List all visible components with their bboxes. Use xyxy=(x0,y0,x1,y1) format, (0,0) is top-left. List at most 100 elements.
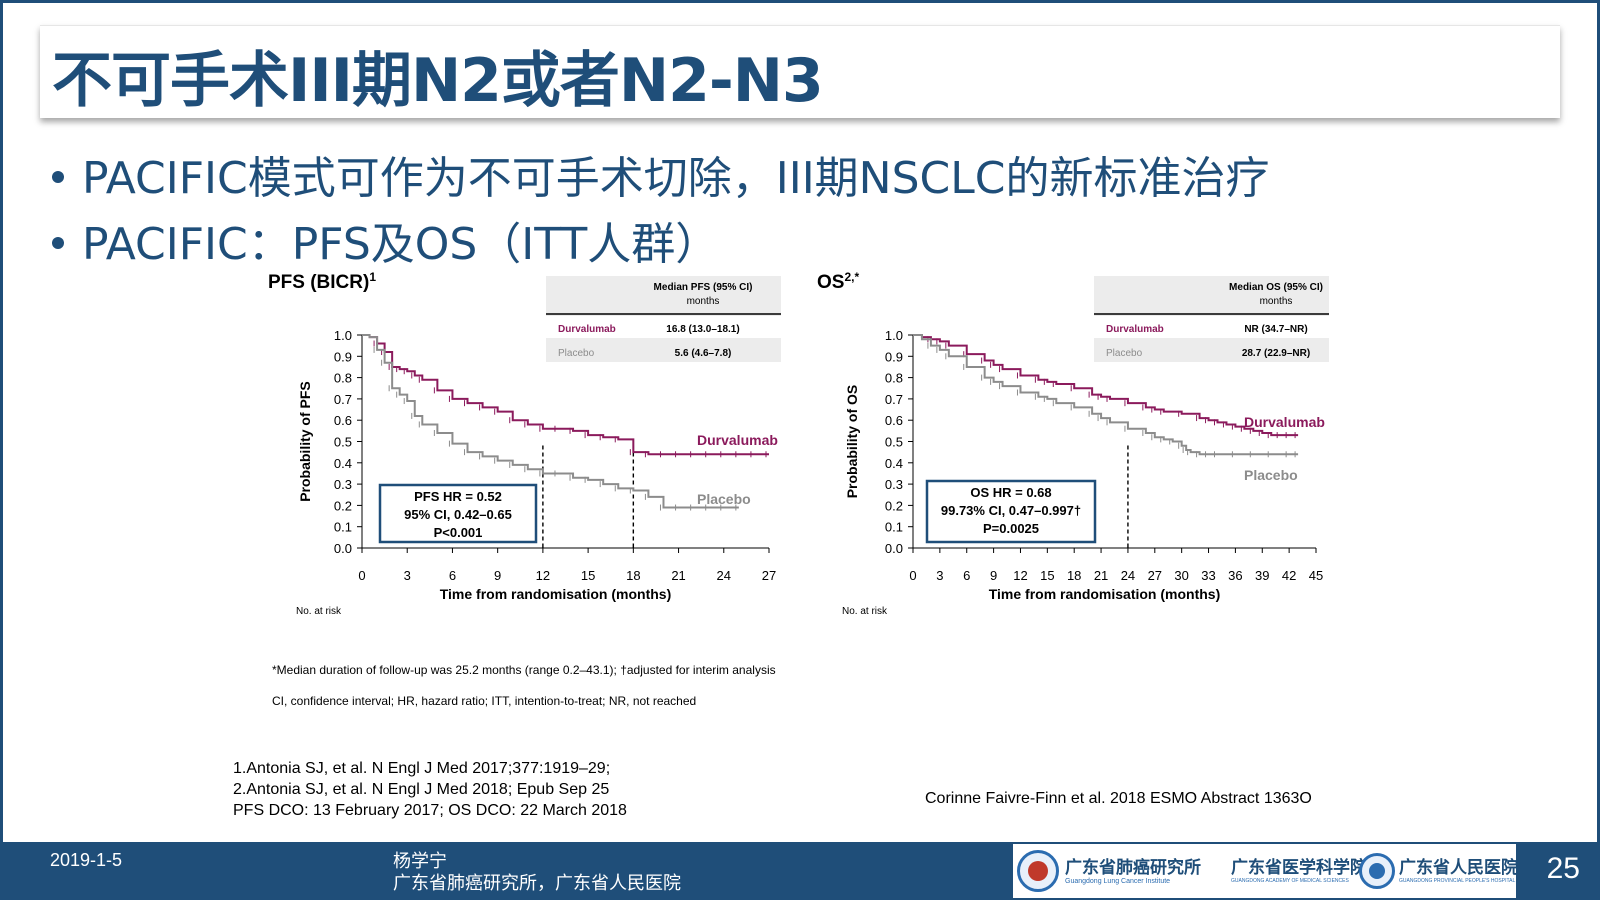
chart1-median-table-unit: months xyxy=(687,296,720,307)
chart2-y-tick-label: 0.7 xyxy=(885,392,903,407)
logo3-en: GUANGDONG PROVINCIAL PEOPLE'S HOSPITAL xyxy=(1399,878,1516,884)
chart2-y-tick-label: 0.8 xyxy=(885,371,903,386)
chart2-y-tick-label: 0.6 xyxy=(885,413,903,428)
footnote-abbreviations: CI, confidence interval; HR, hazard rati… xyxy=(272,694,697,708)
bullet-2-text: PACIFIC：PFS及OS（ITT人群） xyxy=(82,219,720,270)
chart1-y-tick-label: 0.8 xyxy=(334,371,352,386)
chart1-placebo-label: Placebo xyxy=(697,491,751,507)
author-name: 杨学宁 xyxy=(393,851,447,871)
chart2-y-tick-label: 0.9 xyxy=(885,349,903,364)
chart2-y-tick-label: 0.0 xyxy=(885,541,903,556)
chart2-y-tick-label: 0.3 xyxy=(885,477,903,492)
title-bar: 不可手术III期N2或者N2-N3 xyxy=(40,25,1560,118)
chart2-x-tick-label: 39 xyxy=(1255,568,1269,583)
chart2-median-table-value: 28.7 (22.9–NR) xyxy=(1242,348,1310,359)
chart1-median-table-arm: Placebo xyxy=(558,348,595,359)
page-number: 25 xyxy=(1546,852,1580,885)
chart1-y-tick-label: 0.6 xyxy=(334,413,352,428)
footer-author: 杨学宁 广东省肺癌研究所，广东省人民医院 xyxy=(393,850,681,894)
chart1-y-tick-label: 0.1 xyxy=(334,520,352,535)
chart2-x-tick-label: 6 xyxy=(963,568,970,583)
institution-logos: 广东省肺癌研究所 Guangdong Lung Cancer Institute… xyxy=(1013,844,1518,898)
km-charts: PFS (BICR)1 0.0 0.1 0.2 0.3 0.4 0.5 0.6 0.7 0.8 0.… xyxy=(268,270,1329,617)
chart2-x-axis-label: Time from randomisation (months) xyxy=(989,586,1221,602)
chart2-hr-box xyxy=(925,479,1097,544)
chart2-placebo-label: Placebo xyxy=(1244,467,1298,483)
chart1-durvalumab-curve xyxy=(362,334,769,456)
chart1-hr-box-line: PFS HR = 0.52 xyxy=(414,489,502,504)
bullet-2: PACIFIC：PFS及OS（ITT人群） xyxy=(52,208,719,272)
chart2-x-tick-label: 30 xyxy=(1174,568,1188,583)
references: 1.Antonia SJ, et al. N Engl J Med 2017;3… xyxy=(233,758,627,821)
bullet-dot-icon xyxy=(52,237,64,249)
chart2-at-risk-label: No. at risk xyxy=(842,606,888,617)
chart1-y-tick-label: 0.2 xyxy=(334,498,352,513)
chart1-x-axis-label: Time from randomisation (months) xyxy=(440,586,672,602)
chart2-x-tick-label: 9 xyxy=(990,568,997,583)
chart1-at-risk-label: No. at risk xyxy=(296,606,342,617)
chart1-y-tick-label: 0.3 xyxy=(334,477,352,492)
chart1-y-tick-label: 0.0 xyxy=(334,541,352,556)
chart2-median-table-unit: months xyxy=(1260,296,1293,307)
hospital-seal-icon xyxy=(1359,853,1395,889)
slide-title: 不可手术III期N2或者N2-N3 xyxy=(52,46,824,116)
chart1-x-tick-label: 0 xyxy=(358,568,365,583)
source-citation: Corinne Faivre-Finn et al. 2018 ESMO Abs… xyxy=(925,790,1312,807)
lung-institute-seal-icon xyxy=(1017,850,1059,892)
reference-2: 2.Antonia SJ, et al. N Engl J Med 2018; … xyxy=(233,781,610,798)
chart2-x-tick-label: 27 xyxy=(1148,568,1162,583)
logo1-en: Guangdong Lung Cancer Institute xyxy=(1065,877,1171,885)
bullet-1-text: PACIFIC模式可作为不可手术切除，III期NSCLC的新标准治疗 xyxy=(82,153,1270,204)
chart2-x-tick-label: 45 xyxy=(1309,568,1323,583)
chart1-median-table-row-bg xyxy=(546,316,781,338)
chart2-hr-box-line: P=0.0025 xyxy=(983,521,1039,536)
chart2-x-tick-label: 24 xyxy=(1121,568,1135,583)
chart1-title-sup: 1 xyxy=(369,270,376,284)
chart2-median-table-row-bg xyxy=(1094,316,1329,338)
chart1-placebo-curve xyxy=(362,334,739,509)
chart1-median-table-value: 16.8 (13.0–18.1) xyxy=(666,324,739,335)
reference-1: 1.Antonia SJ, et al. N Engl J Med 2017;3… xyxy=(233,760,611,777)
chart2-y-tick-label: 0.2 xyxy=(885,498,903,513)
chart1-x-tick-label: 27 xyxy=(762,568,776,583)
chart1-y-tick-label: 0.4 xyxy=(334,456,352,471)
chart1-y-tick-label: 1.0 xyxy=(334,328,352,343)
chart2-x-tick-label: 18 xyxy=(1067,568,1081,583)
footer-date: 2019-1-5 xyxy=(50,850,123,870)
chart2-x-tick-label: 33 xyxy=(1201,568,1215,583)
footer-bar: 2019-1-5 杨学宁 广东省肺癌研究所，广东省人民医院 广东省肺癌研究所 G… xyxy=(0,842,1600,900)
chart2-median-table-arm: Placebo xyxy=(1106,348,1143,359)
bullet-dot-icon xyxy=(52,171,64,183)
chart1-x-tick-label: 15 xyxy=(581,568,595,583)
chart1-title: PFS (BICR)1 xyxy=(268,270,376,293)
chart1-x-tick-label: 18 xyxy=(626,568,640,583)
chart2-y-tick-label: 0.5 xyxy=(885,435,903,450)
footnote-followup: *Median duration of follow-up was 25.2 m… xyxy=(272,663,776,677)
chart2-title-sup: 2,* xyxy=(844,270,859,284)
chart1-x-tick-label: 3 xyxy=(404,568,411,583)
chart2-y-tick-label: 0.1 xyxy=(885,520,903,535)
author-affiliation: 广东省肺癌研究所，广东省人民医院 xyxy=(393,873,681,893)
bullet-1: PACIFIC模式可作为不可手术切除，III期NSCLC的新标准治疗 xyxy=(52,142,1269,206)
logo-peoples-hospital: 广东省人民医院 GUANGDONG PROVINCIAL PEOPLE'S HO… xyxy=(1359,848,1518,894)
chart1-x-tick-label: 21 xyxy=(671,568,685,583)
chart2-durvalumab-label: Durvalumab xyxy=(1244,414,1325,430)
chart1-x-tick-label: 12 xyxy=(536,568,550,583)
chart1-x-tick-label: 24 xyxy=(717,568,731,583)
chart2-hr-box-line: 99.73% CI, 0.47–0.997† xyxy=(941,503,1081,518)
logo-academy: 广东省医学科学院 GUANGDONG ACADEMY OF MEDICAL SC… xyxy=(1231,848,1367,894)
chart1-median-table-header: Median PFS (95% CI) xyxy=(654,282,753,293)
chart1-hr-box xyxy=(378,483,538,544)
reference-dco: PFS DCO: 13 February 2017; OS DCO: 22 Ma… xyxy=(233,802,627,819)
logo1-cn: 广东省肺癌研究所 xyxy=(1065,857,1201,878)
chart2-x-tick-label: 3 xyxy=(936,568,943,583)
chart1-x-tick-label: 9 xyxy=(494,568,501,583)
chart2-x-tick-label: 42 xyxy=(1282,568,1296,583)
chart2-x-tick-label: 15 xyxy=(1040,568,1054,583)
chart2-median-table-arm: Durvalumab xyxy=(1106,324,1164,335)
chart2-placebo-curve xyxy=(913,334,1299,456)
chart2-durvalumab-curve xyxy=(913,334,1299,437)
chart2-x-tick-label: 21 xyxy=(1094,568,1108,583)
chart1-x-tick-label: 6 xyxy=(449,568,456,583)
chart2-median-table-header: Median OS (95% CI) xyxy=(1229,282,1323,293)
